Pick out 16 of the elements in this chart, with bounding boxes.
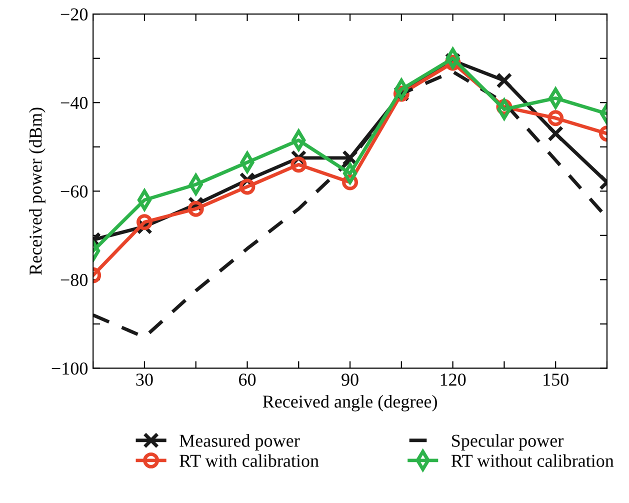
legend-label: Specular power [452,434,564,451]
x-tick-label: 90 [342,374,358,386]
x-tick-label: 150 [544,374,568,386]
x-axis-title: Received angle (degree) [262,394,437,412]
legend-label: RT with calibration [180,454,319,467]
legend-label: Measured power [180,434,300,451]
x-tick-label: 30 [136,374,153,386]
x-tick-label: 120 [440,374,466,386]
y-tick-label: −60 [60,185,88,198]
y-axis-title: Received power (dBm) [29,108,46,275]
x-tick-label: 60 [239,374,256,386]
y-tick-label: −100 [52,362,88,375]
y-tick-label: −20 [60,8,88,21]
y-tick-label: −80 [60,274,88,286]
legend-label: RT without calibration [451,454,614,467]
y-tick-label: −40 [60,96,88,110]
